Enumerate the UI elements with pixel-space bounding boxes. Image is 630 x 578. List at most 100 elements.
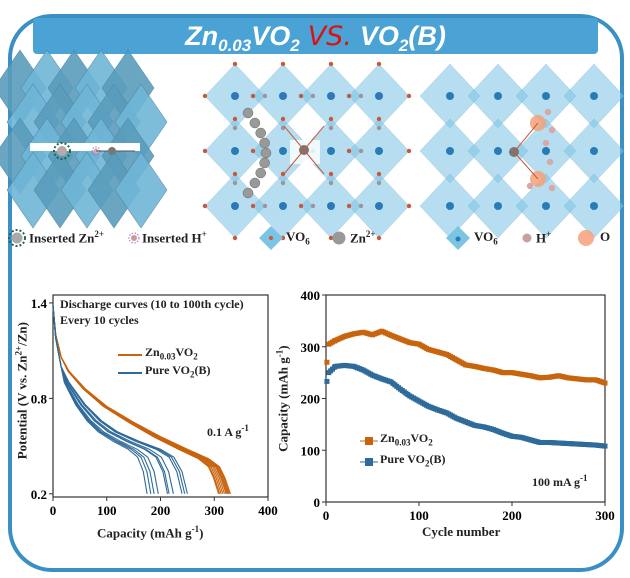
legend-marker-1: [365, 458, 373, 466]
zn-ion: [255, 167, 266, 179]
oxygen-atom: [406, 148, 412, 154]
chart1-xtick-label: 200: [151, 503, 171, 518]
vanadium-atom: [590, 92, 598, 100]
chart1-xtick-label: 400: [258, 503, 278, 518]
title-text: (B): [408, 21, 446, 51]
legend-h: H+: [536, 229, 552, 246]
chart1-annotation: Discharge curves (10 to 100th cycle): [60, 297, 244, 311]
oxygen-atom: [298, 203, 304, 209]
crystal-structures: [0, 49, 625, 241]
vanadium-atom: [446, 202, 454, 210]
h-ion-icon: [522, 233, 532, 243]
zn-ion: [255, 127, 266, 139]
chart2-legend-vo2: Pure VO2(B): [380, 452, 446, 469]
legend-vo6: VO6: [286, 229, 310, 247]
data-point-1: [602, 443, 608, 449]
chart2-ytick-label: 400: [301, 288, 321, 303]
vanadium-atom: [494, 147, 502, 155]
h-ion: [548, 184, 556, 192]
title-text: Zn: [185, 21, 219, 51]
vanadium-atom: [327, 147, 335, 155]
chart2-frame: [325, 294, 606, 503]
oxygen-atom: [232, 171, 238, 177]
oxygen-atom: [406, 203, 412, 209]
zn-ion: [259, 157, 270, 169]
vanadium-atom: [446, 147, 454, 155]
oxygen-atom: [328, 235, 334, 241]
title-sub: 2: [398, 36, 409, 55]
oxygen-atom: [202, 93, 208, 99]
vanadium-atom: [542, 202, 550, 210]
vanadium-atom: [590, 147, 598, 155]
oxygen-atom: [328, 61, 334, 67]
vanadium-atom: [279, 147, 287, 155]
chart2-ytick-label: 0: [314, 495, 321, 510]
oxygen-atom: [232, 61, 238, 67]
chart2-legend-zn: Zn0.03VO2: [380, 431, 433, 448]
vanadium-atom: [542, 147, 550, 155]
title-banner: Zn0.03VO2 VS. VO2(B): [33, 18, 598, 54]
bond: [283, 125, 305, 151]
chart1-annotation: Every 10 cycles: [60, 313, 139, 327]
oxygen-atom: [280, 171, 286, 177]
vanadium-atom: [231, 92, 239, 100]
h-ion: [544, 108, 552, 116]
chart1-ytick-label: 0.2: [31, 487, 47, 502]
oxygen-atom: [280, 116, 286, 122]
data-point-1: [324, 378, 330, 384]
oxygen-icon: [578, 230, 594, 246]
legend-vo6-right: VO6: [474, 229, 498, 247]
zn-ion: [249, 177, 261, 189]
data-point-0: [602, 380, 608, 386]
vanadium-atom: [231, 202, 239, 210]
chart1-xtick-label: 300: [205, 503, 225, 518]
bond: [513, 122, 539, 153]
title-sub: 2: [290, 36, 300, 55]
chart1-ylabel: Potential (V vs. Zn2+/Zn): [13, 322, 30, 460]
vanadium-atom: [279, 92, 287, 100]
vanadium-atom: [375, 202, 383, 210]
zn-ion: [242, 107, 254, 119]
zn-ion: [242, 187, 254, 199]
bond: [303, 125, 325, 151]
discharge-curve-1: [52, 306, 188, 494]
zn-ion: [108, 147, 116, 155]
chart1-xlabel: Capacity (mAh g-1): [97, 524, 204, 541]
h-ball-icon: [131, 235, 137, 241]
legend-zn2: Zn2+: [350, 229, 376, 246]
chart1-xtick-label: 100: [97, 503, 117, 518]
chart2-xlabel: Cycle number: [422, 524, 501, 539]
chart1-legend-zn: Zn0.03VO2: [145, 345, 198, 362]
vo6-polyhedron: [114, 151, 168, 229]
vanadium-atom: [375, 147, 383, 155]
oxygen-atom: [346, 148, 352, 154]
oxygen-atom: [328, 171, 334, 177]
inserted-zn-icon: [8, 229, 26, 247]
inserted-h-icon: [128, 232, 140, 244]
discharge-curve-0: [52, 306, 231, 494]
structure-legend-icons: [8, 226, 594, 250]
chart2-ytick-label: 300: [301, 340, 321, 355]
vanadium-atom: [279, 202, 287, 210]
vanadium-atom: [375, 92, 383, 100]
bond: [283, 149, 305, 175]
vanadium-atom: [231, 147, 239, 155]
chart2-xtick-label: 0: [323, 508, 330, 523]
zn-ball-icon: [11, 232, 23, 244]
legend-o: O: [600, 229, 611, 244]
vanadium-atom: [446, 92, 454, 100]
h-ion: [526, 182, 534, 190]
vanadium-atom: [494, 92, 502, 100]
oxygen-atom: [250, 148, 256, 154]
title-text: VO: [359, 21, 399, 51]
chart2-xtick-label: 100: [409, 508, 429, 523]
chart1-rate: 0.1 A g-1: [207, 423, 249, 439]
chart2-ytick-label: 100: [301, 443, 321, 458]
title-sub: 0.03: [218, 36, 252, 55]
oxygen-atom: [280, 61, 286, 67]
title-vs: VS.: [307, 21, 352, 52]
oxygen-atom: [202, 148, 208, 154]
oxygen-atom: [376, 235, 382, 241]
